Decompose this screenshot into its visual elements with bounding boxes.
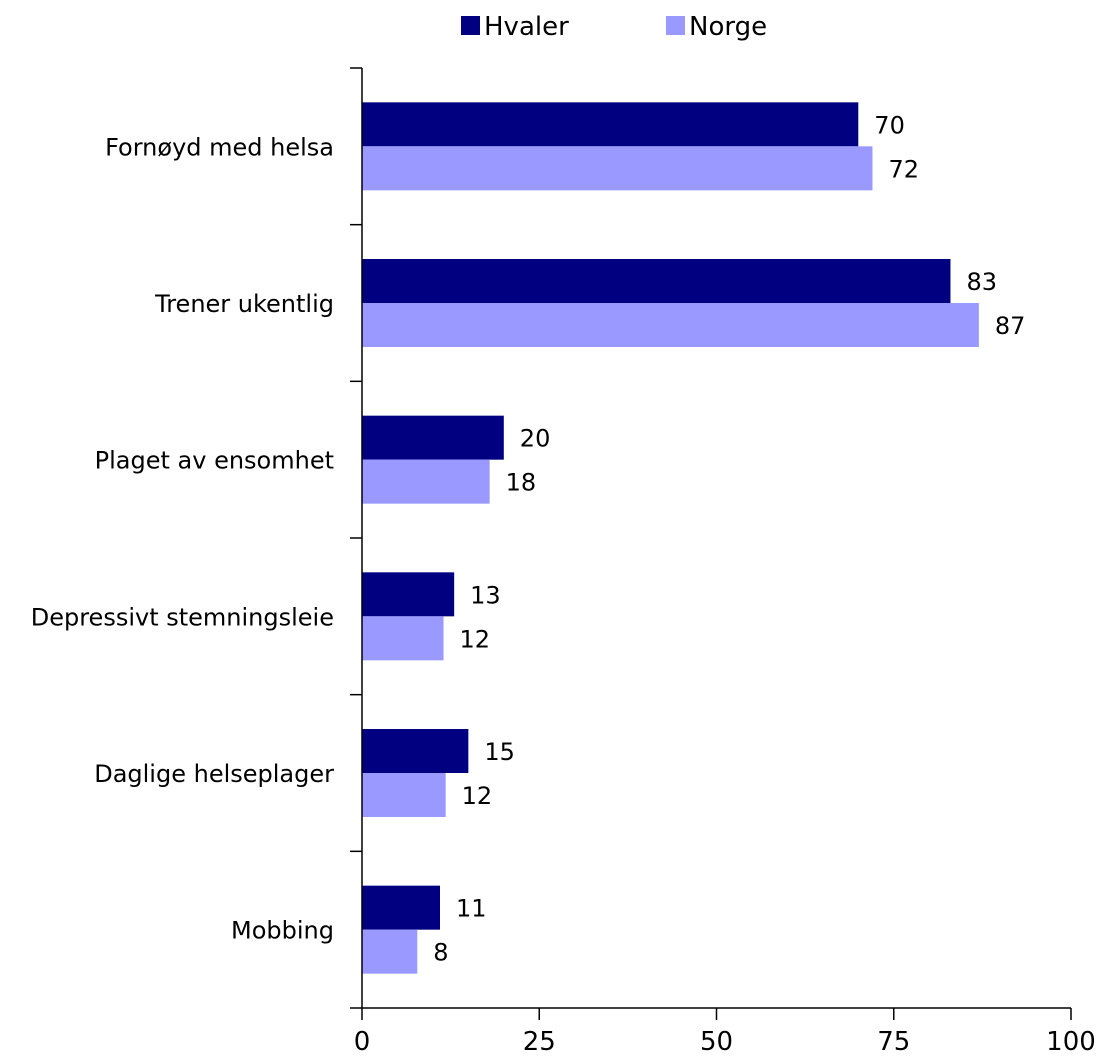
- data-label: 12: [462, 782, 493, 810]
- bars: 70 72 83 87 20 18 13 12 15 12 11 8: [362, 102, 1026, 974]
- data-label: 11: [456, 895, 487, 923]
- category-label: Mobbing: [231, 917, 334, 945]
- bar-norge: [362, 459, 490, 504]
- axes: Fornøyd med helsa Trener ukentlig Plaget a…: [31, 67, 1096, 1057]
- data-label: 13: [470, 581, 501, 609]
- x-tick-label: 75: [877, 1027, 910, 1057]
- category-label: Depressivt stemningsleie: [31, 603, 334, 631]
- legend-swatch-norge: [666, 16, 685, 35]
- bar-norge: [362, 616, 444, 661]
- data-label: 87: [995, 312, 1026, 340]
- data-label: 20: [520, 425, 551, 453]
- bar-norge: [362, 146, 873, 191]
- bar-hvaler: [362, 729, 469, 773]
- category-label: Trener ukentlig: [154, 290, 334, 318]
- data-label: 8: [433, 939, 448, 967]
- legend: Hvaler Norge: [461, 12, 767, 42]
- data-label: 72: [888, 155, 919, 183]
- category-label: Plaget av ensomhet: [95, 447, 334, 475]
- x-tick-label: 0: [354, 1027, 371, 1057]
- x-tick-label: 100: [1046, 1027, 1096, 1057]
- bar-norge: [362, 929, 418, 974]
- legend-label: Hvaler: [484, 12, 569, 42]
- category-label: Daglige helseplager: [94, 760, 334, 788]
- bar-hvaler: [362, 885, 440, 930]
- data-label: 83: [966, 268, 997, 296]
- legend-swatch-hvaler: [461, 16, 480, 35]
- bar-hvaler: [362, 572, 455, 617]
- bar-norge: [362, 303, 979, 347]
- x-tick-label: 50: [700, 1027, 733, 1057]
- x-tick-label: 25: [523, 1027, 556, 1057]
- data-label: 12: [460, 625, 491, 653]
- bar-hvaler: [362, 415, 504, 460]
- data-label: 15: [484, 738, 515, 766]
- data-label: 70: [874, 111, 905, 139]
- legend-label: Norge: [689, 12, 767, 42]
- data-label: 18: [506, 469, 537, 497]
- bar-hvaler: [362, 259, 951, 303]
- category-label: Fornøyd med helsa: [105, 133, 334, 161]
- bar-norge: [362, 773, 446, 817]
- bar-hvaler: [362, 102, 859, 147]
